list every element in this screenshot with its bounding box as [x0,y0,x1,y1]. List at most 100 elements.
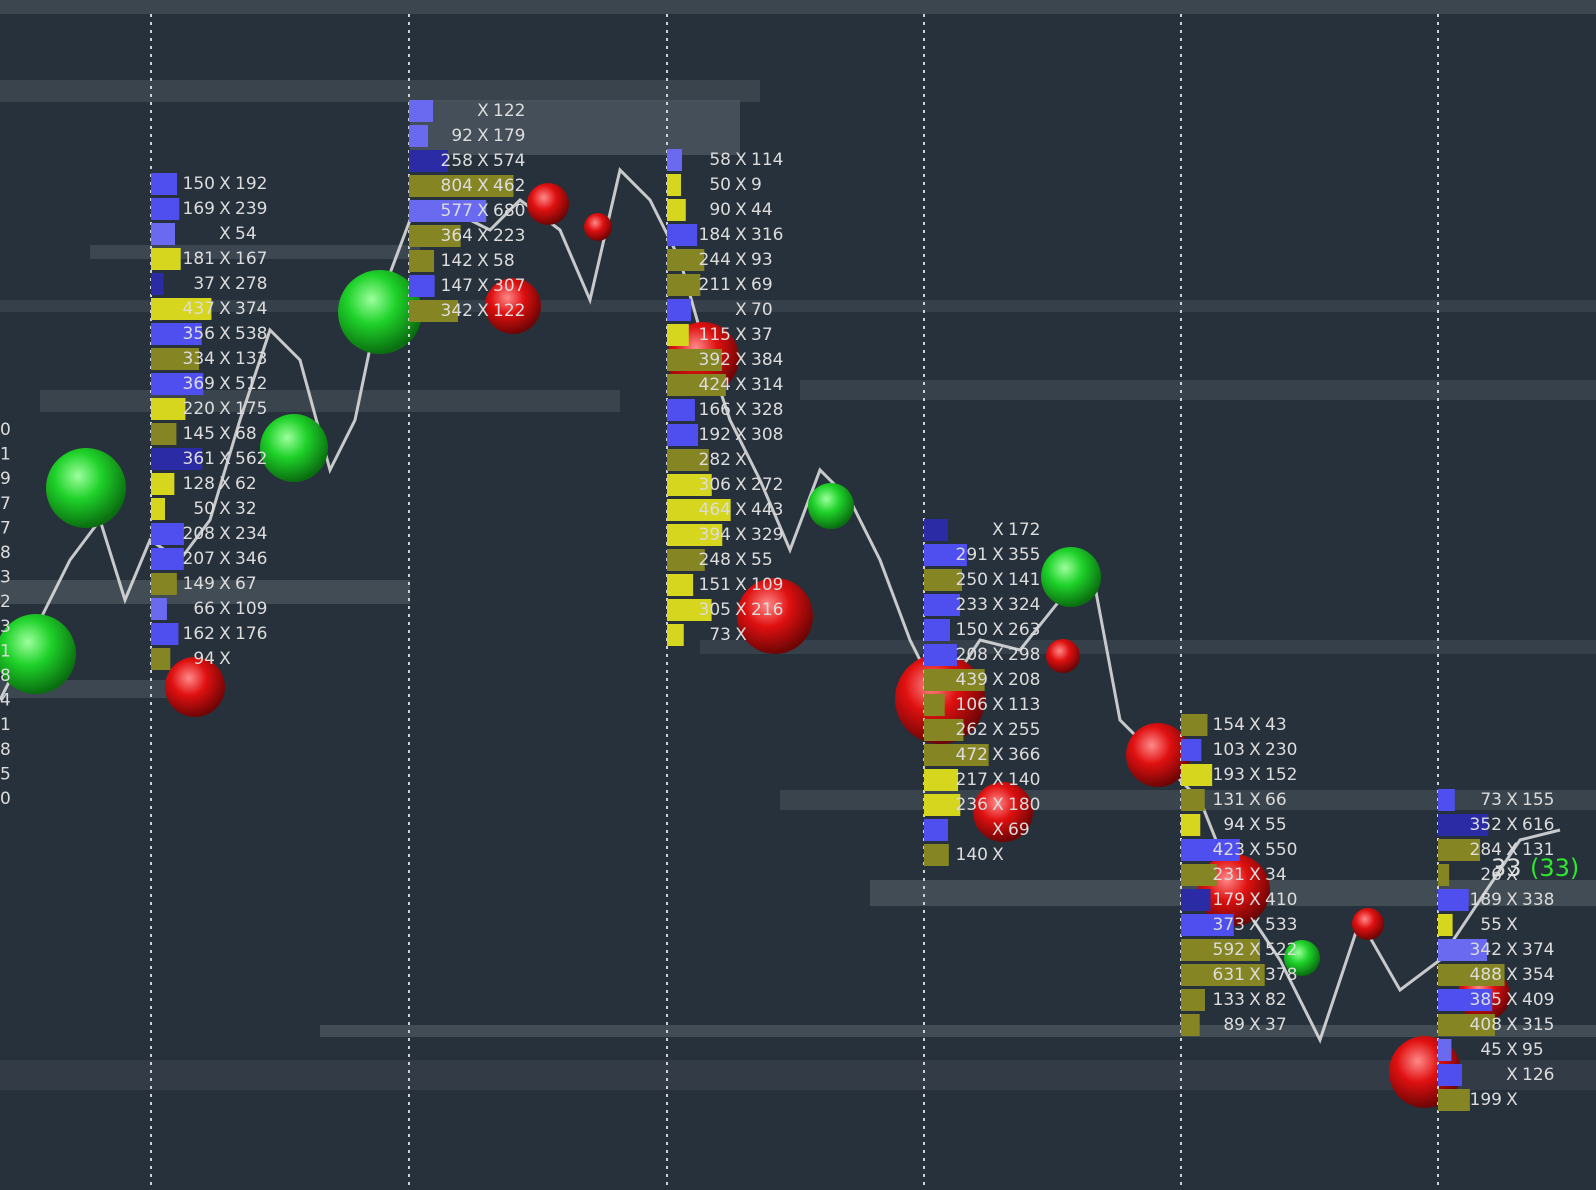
bid-volume: 211 [699,275,731,295]
bid-volume: 472 [956,745,988,765]
ask-volume: 126 [1522,1065,1554,1085]
volume-bar [1181,864,1217,886]
price-label: 7 [0,494,11,514]
volume-bar [667,599,712,621]
price-marker: 33 (33) [1491,854,1579,882]
bid-volume: 50 [193,499,215,519]
ask-volume: 278 [235,274,267,294]
separator: X [992,795,1004,815]
volume-bar [1438,939,1488,961]
volume-bar [1181,889,1211,911]
bubble [0,614,76,694]
bubble [1041,547,1101,607]
bid-volume: 133 [1213,990,1245,1010]
volume-bar [667,524,723,546]
volume-bar [667,224,698,246]
bid-volume: 179 [1213,890,1245,910]
ask-volume: 44 [751,200,773,220]
separator: X [735,550,747,570]
bid-volume: 262 [956,720,988,740]
volume-bar [924,544,967,566]
bid-volume: 55 [1480,915,1502,935]
ask-volume: 443 [751,500,783,520]
ask-volume: 550 [1265,840,1297,860]
separator: X [735,600,747,620]
bid-volume: 282 [699,450,731,470]
bubble [1352,908,1384,940]
ask-volume: 616 [1522,815,1554,835]
bid-volume: 220 [183,399,215,419]
ask-volume: 272 [751,475,783,495]
separator: X [219,524,231,544]
separator: X [219,599,231,619]
volume-bar [667,199,686,221]
volume-bar [667,499,731,521]
volume-bar [1438,1064,1462,1086]
ask-volume: 234 [235,524,267,544]
separator: X [1249,815,1261,835]
ask-volume: 32 [235,499,257,519]
separator: X [477,226,489,246]
ask-volume: 43 [1265,715,1287,735]
volume-bar [667,624,684,646]
separator: X [1249,890,1261,910]
volume-bar [667,274,701,296]
bid-volume: 408 [1470,1015,1502,1035]
separator: X [992,745,1004,765]
separator: X [477,126,489,146]
ask-volume: 95 [1522,1040,1544,1060]
bid-volume: 233 [956,595,988,615]
separator: X [735,575,747,595]
price-label: 1 [0,715,11,735]
bid-volume: 361 [183,449,215,469]
volume-bar [151,273,164,295]
bid-volume: 342 [1470,940,1502,960]
bubble [1046,639,1080,673]
volume-bar [924,744,989,766]
bubble [737,578,813,654]
price-label: 0 [0,420,11,440]
bid-volume: 58 [709,150,731,170]
price-label: 3 [0,617,11,637]
ask-volume: 109 [235,599,267,619]
volume-bar [1438,1014,1495,1036]
volume-bar [1181,814,1201,836]
ask-volume: 538 [235,324,267,344]
separator: X [1249,765,1261,785]
separator: X [1506,815,1518,835]
volume-bar [1181,989,1205,1011]
separator: X [735,450,747,470]
ask-volume: 155 [1522,790,1554,810]
bid-volume: 392 [699,350,731,370]
ask-volume: 328 [751,400,783,420]
separator: X [1249,915,1261,935]
ask-volume: 374 [1522,940,1554,960]
separator: X [219,649,231,669]
volume-bar [667,349,723,371]
volume-bar [409,125,429,147]
bid-volume: 131 [1213,790,1245,810]
bid-volume: 423 [1213,840,1245,860]
bid-volume: 193 [1213,765,1245,785]
bid-volume: 424 [699,375,731,395]
bid-volume: 92 [451,126,473,146]
bid-volume: 192 [699,425,731,445]
separator: X [1506,965,1518,985]
bubble [584,213,612,241]
ask-volume: 574 [493,151,525,171]
volume-bar [667,299,691,321]
price-label: 8 [0,543,11,563]
volume-bar [151,423,177,445]
ask-volume: 37 [1265,1015,1287,1035]
ask-volume: 223 [493,226,525,246]
volume-bar [151,598,167,620]
separator: X [735,200,747,220]
volume-bar [151,248,181,270]
separator: X [735,250,747,270]
bubble [338,270,422,354]
separator: X [219,174,231,194]
bid-volume: 145 [183,424,215,444]
separator: X [219,424,231,444]
separator: X [735,325,747,345]
